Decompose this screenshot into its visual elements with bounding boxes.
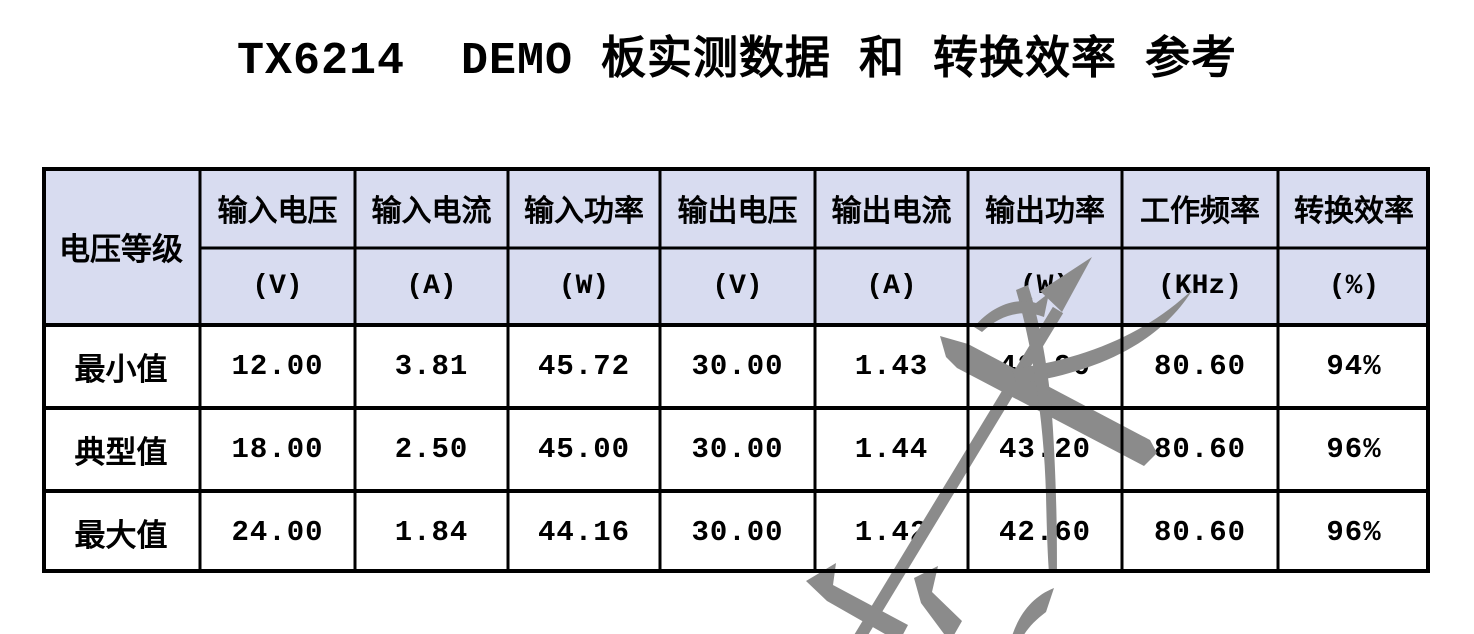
data-cell: 1.84	[394, 515, 469, 549]
data-cell: 30.00	[691, 433, 784, 466]
row-label-max: 最大值	[74, 517, 168, 554]
header-input-power: 输入功率	[508, 167, 660, 248]
unit-output-current: (A)	[815, 248, 968, 325]
data-cell: 12.00	[231, 350, 324, 383]
table-row-max: 最大值 24.00 1.84 44.16 30.00 1.42 42.60 80…	[42, 491, 1430, 573]
data-cell: 30.00	[691, 515, 784, 549]
watermark-stroke	[1012, 588, 1054, 634]
data-cell: 2.50	[394, 433, 469, 466]
table-row-typ: 典型值 18.00 2.50 45.00 30.00 1.44 43.20 80…	[42, 408, 1430, 491]
data-cell: 24.00	[231, 515, 324, 549]
data-cell: 18.00	[231, 433, 324, 466]
unit-output-voltage: (V)	[660, 248, 815, 325]
unit-input-current: (A)	[355, 248, 508, 325]
data-cell: 96%	[1326, 515, 1382, 549]
header-output-power: 输出功率	[968, 167, 1122, 248]
header-row-names: 电压等级 输入电压 输入电流 输入功率 输出电压 输出电流 输出功率 工作频率 …	[42, 167, 1430, 325]
watermark-stroke	[806, 563, 908, 634]
data-cell: 3.81	[394, 350, 469, 383]
header-input-voltage: 输入电压	[200, 167, 355, 248]
unit-input-voltage: (V)	[200, 248, 355, 325]
data-cell: 30.00	[691, 350, 784, 383]
header-voltage-grade: 电压等级	[42, 167, 200, 325]
data-cell: 94%	[1326, 350, 1382, 383]
data-cell: 80.60	[1153, 350, 1246, 383]
row-label-min: 最小值	[74, 352, 168, 388]
document-title: TX6214 DEMO 板实测数据 和 转换效率 参考	[236, 36, 1238, 87]
unit-switching-frequency: (KHz)	[1122, 248, 1278, 325]
header-input-current: 输入电流	[355, 167, 508, 248]
data-cell: 43.20	[998, 433, 1091, 466]
data-cell: 96%	[1326, 433, 1382, 466]
data-cell: 80.60	[1153, 515, 1246, 549]
header-efficiency: 转换效率	[1278, 167, 1430, 248]
data-cell: 45.72	[537, 350, 630, 383]
header-row-units: (V) (A) (W) (V) (A) (W) (KHz) (%)	[42, 248, 1430, 325]
data-cell: 1.42	[854, 515, 929, 549]
data-cell: 1.43	[854, 350, 929, 383]
unit-output-power: (W)	[968, 248, 1122, 325]
unit-efficiency: (%)	[1278, 248, 1430, 325]
unit-input-power: (W)	[508, 248, 660, 325]
header-output-current: 输出电流	[815, 167, 968, 248]
data-cell: 45.00	[537, 433, 630, 466]
measurement-table: 电压等级 输入电压 输入电流 输入功率 输出电压 输出电流 输出功率 工作频率 …	[42, 167, 1430, 573]
data-cell: 80.60	[1153, 433, 1246, 466]
data-cell: 42.60	[998, 515, 1091, 549]
data-cell: 44.16	[537, 515, 630, 549]
row-label-typ: 典型值	[74, 435, 168, 471]
table-row-min: 最小值 12.00 3.81 45.72 30.00 1.43 42.90 80…	[42, 325, 1430, 408]
data-cell: 1.44	[854, 433, 929, 466]
watermark-stroke	[914, 566, 962, 634]
data-cell: 42.90	[998, 350, 1091, 383]
header-switching-frequency: 工作频率	[1122, 167, 1278, 248]
header-output-voltage: 输出电压	[660, 167, 815, 248]
